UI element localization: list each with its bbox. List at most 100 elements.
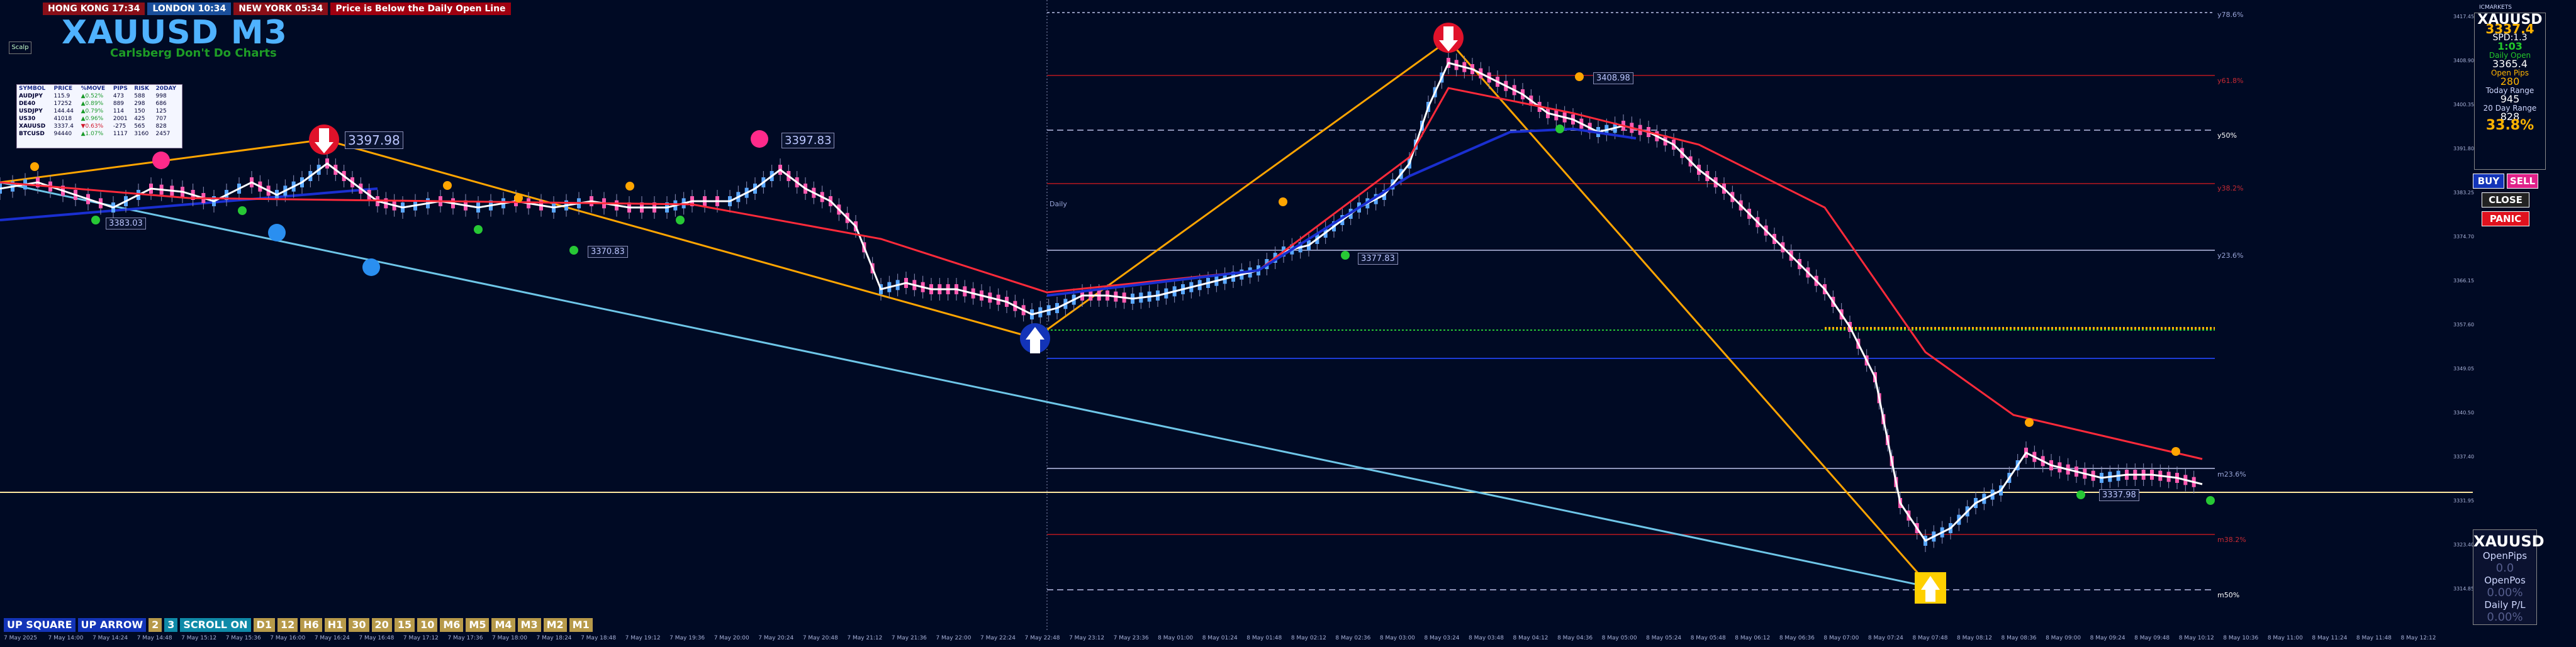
open-pips-value: 280 — [2500, 75, 2520, 87]
time-axis-label: 8 May 10:12 — [2178, 635, 2214, 641]
level-label-m23: m23.6% — [2217, 470, 2246, 478]
daily-pl-label: Daily P/L — [2484, 599, 2526, 611]
symbol-table-cell: 2457 — [155, 131, 171, 137]
time-axis-label: 8 May 04:12 — [1513, 635, 1548, 641]
time-axis-label: 8 May 09:00 — [2046, 635, 2081, 641]
time-axis-label: 7 May 14:48 — [137, 635, 172, 641]
symbol-table-header: PRICE — [53, 86, 73, 92]
symbol-table-cell: BTCUSD — [19, 131, 45, 137]
timeframe-button-m1[interactable]: M1 — [569, 618, 593, 632]
mode-2-button[interactable]: 2 — [148, 618, 162, 632]
time-axis-label: 7 May 20:48 — [802, 635, 838, 641]
position-panel: XAUUSD OpenPips 0.0 OpenPos 0.00% Daily … — [2473, 529, 2545, 625]
time-axis[interactable]: 7 May 2025 7 May 14:00 7 May 14:24 7 May 14… — [0, 633, 2454, 644]
symbol-table-cell: 707 — [155, 116, 167, 122]
symbol-table-cell: 425 — [134, 116, 145, 122]
symbol-table-row[interactable]: USDJPY 144.44 ▲0.79% 114 150 125 — [17, 108, 182, 115]
panel-symbol: XAUUSD — [2477, 12, 2543, 28]
time-axis-label: 7 May 20:24 — [758, 635, 794, 641]
symbol-table-cell: 998 — [155, 93, 167, 99]
time-axis-label: 8 May 02:12 — [1291, 635, 1326, 641]
symbol-table-cell: 889 — [113, 101, 125, 107]
timeframe-button-15[interactable]: 15 — [394, 618, 415, 632]
scalp-logo[interactable]: Scalp — [9, 41, 31, 54]
timeframe-button-30[interactable]: 30 — [349, 618, 369, 632]
symbol-table-row[interactable]: XAUUSD 3337.4 ▼0.63% -275 565 828 — [17, 123, 182, 130]
panel-time: 1:03 — [2497, 40, 2523, 52]
sell-arrow-icon — [1433, 23, 1464, 53]
time-axis-label: 7 May 21:36 — [891, 635, 927, 641]
time-axis-label: 8 May 07:48 — [1912, 635, 1948, 641]
time-axis-label: 8 May 09:24 — [2090, 635, 2125, 641]
price-axis[interactable]: 3417.45 3408.90 3400.35 3391.80 3383.25 3374.… — [2451, 0, 2476, 629]
chart-title: XAUUSD M3 — [62, 14, 288, 52]
symbol-table-row[interactable]: AUDJPY 115.9 ▲0.52% 473 588 998 — [17, 92, 182, 100]
london-session: LONDON 10:34 — [147, 3, 232, 15]
timeframe-button-m3[interactable]: M3 — [517, 618, 541, 632]
sell-arrow-shaft — [1443, 26, 1453, 41]
symbol-table-cell: 473 — [113, 93, 125, 99]
price-axis-label: 3314.85 — [2453, 586, 2475, 592]
signal-dot — [443, 181, 452, 190]
buy-button[interactable]: BUY — [2473, 174, 2504, 189]
timeframe-button-m2[interactable]: M2 — [543, 618, 567, 632]
timeframe-button-10[interactable]: 10 — [417, 618, 438, 632]
signal-dot — [1279, 197, 1287, 206]
symbol-table-cell: 3337.4 — [53, 123, 74, 130]
time-axis-label: 7 May 19:12 — [625, 635, 661, 641]
timeframe-button-d1[interactable]: D1 — [253, 618, 275, 632]
symbol-table-cell: 298 — [134, 101, 145, 107]
timeframe-button-m6[interactable]: M6 — [440, 618, 464, 632]
time-axis-label: 7 May 23:12 — [1069, 635, 1105, 641]
symbol-table-cell: ▲0.52% — [81, 93, 104, 99]
timeframe-button-h6[interactable]: H6 — [300, 618, 322, 632]
symbol-table-row[interactable]: DE40 17252 ▲0.89% 889 298 686 — [17, 100, 182, 108]
symbol-table-cell: AUDJPY — [19, 93, 43, 99]
time-axis-label: 7 May 21:12 — [847, 635, 883, 641]
symbol-table-row[interactable]: BTCUSD 94440 ▲1.07% 1117 3160 2457 — [17, 130, 182, 138]
time-axis-label: 8 May 05:48 — [1690, 635, 1726, 641]
new-york-session: NEW YORK 05:34 — [233, 3, 328, 15]
timeframe-button-m4[interactable]: M4 — [491, 618, 515, 632]
price-axis-label: 3349.05 — [2453, 366, 2475, 372]
symbol-table-cell: 3160 — [134, 131, 149, 137]
level-label-23: y23.6% — [2217, 252, 2244, 260]
moving-averages — [0, 87, 2203, 460]
symbol-table-cell: 588 — [134, 93, 145, 99]
close-button[interactable]: CLOSE — [2482, 192, 2529, 207]
mode-3-button[interactable]: 3 — [164, 618, 178, 632]
time-axis-label: 7 May 18:00 — [492, 635, 527, 641]
panel-spread: SPD:1.3 — [2492, 33, 2528, 43]
scroll-button[interactable]: SCROLL ON — [180, 618, 251, 632]
today-range-label: Today Range — [2485, 86, 2534, 95]
price-tag-peak-mid: 3397.83 — [781, 133, 835, 148]
timeframe-button-m5[interactable]: M5 — [466, 618, 490, 632]
symbol-table-cell: ▲1.07% — [81, 131, 104, 137]
time-axis-label: 7 May 22:48 — [1024, 635, 1060, 641]
daily-open-label: Daily Open — [2489, 51, 2531, 60]
time-axis-label: 7 May 18:48 — [581, 635, 617, 641]
signal-dot — [1575, 72, 1584, 81]
up-square-button[interactable]: UP SQUARE — [4, 618, 76, 632]
panic-button[interactable]: PANIC — [2482, 211, 2529, 226]
signal-dot — [2206, 496, 2215, 505]
symbol-table-cell: 17252 — [53, 101, 72, 107]
signal-dot — [2171, 447, 2180, 456]
sell-arrow-head — [1439, 40, 1458, 52]
daily-pl-value: 0.00% — [2487, 611, 2523, 624]
daily-label: Daily — [1050, 200, 1067, 208]
level-label-61: y61.8% — [2217, 77, 2244, 85]
symbol-table-cell: DE40 — [19, 101, 36, 107]
up-arrow-button[interactable]: UP ARROW — [77, 618, 147, 632]
timeframe-button-h1[interactable]: H1 — [324, 618, 347, 632]
symbol-table-cell: 94440 — [53, 131, 72, 137]
price-tag-low-mid2: 3377.83 — [1358, 253, 1398, 265]
timeframe-button-20[interactable]: 20 — [371, 618, 392, 632]
symbol-table-row[interactable]: US30 41018 ▲0.96% 2001 425 707 — [17, 115, 182, 123]
price-candles — [0, 52, 2203, 552]
time-axis-label: 7 May 14:00 — [48, 635, 84, 641]
timeframe-button-12[interactable]: 12 — [277, 618, 298, 632]
level-label-m50: m50% — [2217, 591, 2240, 599]
sell-button[interactable]: SELL — [2507, 174, 2538, 189]
